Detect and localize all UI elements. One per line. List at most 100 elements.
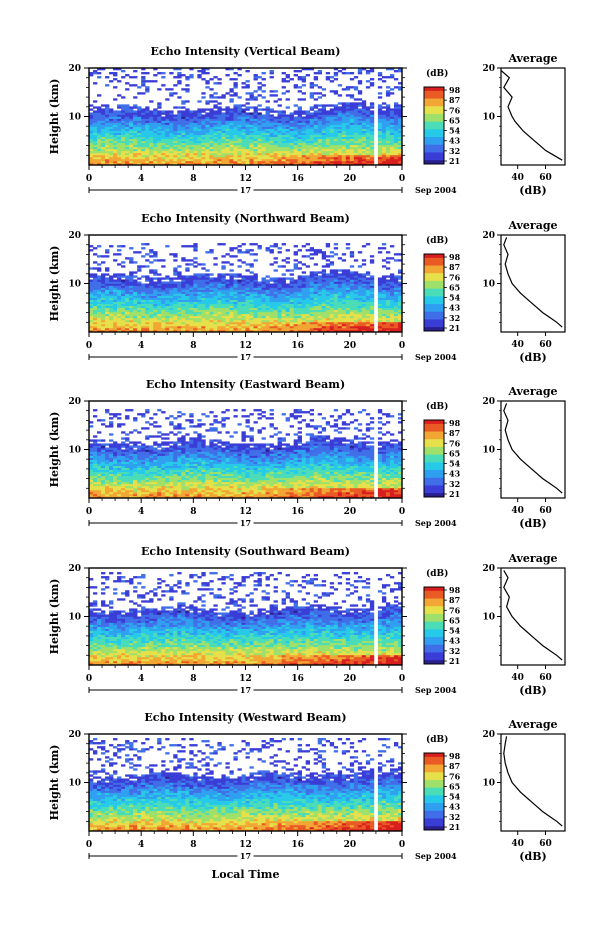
heatmap-cell [249, 319, 254, 323]
heatmap-cell [261, 120, 266, 123]
panel-0: Echo Intensity (Vertical Beam)2010Height… [48, 45, 566, 197]
heatmap-cell [261, 152, 266, 156]
heatmap-cell [149, 126, 154, 129]
heatmap-cell [145, 144, 150, 148]
heatmap-cell [117, 303, 122, 307]
heatmap-cell [205, 301, 210, 305]
heatmap-cell [145, 319, 150, 323]
heatmap-cell [341, 68, 347, 71]
heatmap-cell [105, 321, 110, 325]
heatmap-cell [93, 134, 98, 138]
heatmap-cell [369, 158, 375, 162]
heatmap-cell [145, 265, 150, 268]
heatmap-cell [381, 283, 387, 286]
heatmap-cell [265, 100, 270, 103]
heatmap-cell [233, 297, 238, 300]
heatmap-cell [117, 301, 122, 305]
heatmap-cell [161, 72, 166, 75]
heatmap-cell [177, 120, 182, 123]
heatmap-cell [369, 68, 375, 71]
heatmap-cell [161, 329, 166, 333]
heatmap-cell [365, 124, 371, 127]
heatmap-cell [353, 297, 359, 300]
heatmap-cell [317, 130, 323, 133]
heatmap-cell [169, 285, 174, 288]
heatmap-cell [249, 253, 254, 256]
heatmap-cell [233, 94, 238, 97]
heatmap-cell [385, 327, 391, 331]
heatmap-cell [221, 265, 226, 268]
heatmap-cell [369, 114, 375, 117]
heatmap-cell [245, 293, 250, 296]
heatmap-cell [225, 305, 230, 309]
heatmap-cell [353, 291, 359, 294]
heatmap-cell [137, 122, 142, 125]
heatmap-cell [285, 257, 290, 260]
heatmap-cell [269, 134, 274, 138]
heatmap-cell [313, 291, 319, 294]
heatmap-cell [125, 307, 130, 311]
heatmap-cell [145, 323, 150, 327]
heatmap-cell [317, 313, 323, 317]
heatmap-cell [201, 162, 206, 166]
heatmap-cell [389, 297, 395, 300]
heatmap-cell [377, 120, 383, 123]
heatmap-cell [333, 106, 339, 109]
heatmap-cell [177, 110, 182, 113]
heatmap-cell [165, 245, 170, 248]
heatmap-cell [197, 144, 202, 148]
heatmap-cell [369, 277, 375, 280]
heatmap-cell [169, 303, 174, 307]
heatmap-cell [121, 120, 126, 123]
heatmap-cell [193, 299, 198, 302]
heatmap-cell [305, 291, 310, 294]
heatmap-cell [169, 126, 174, 129]
heatmap-cell [337, 108, 343, 111]
heatmap-cell [245, 80, 250, 83]
heatmap-cell [137, 130, 142, 133]
colorbar-segment [424, 96, 444, 99]
heatmap-cell [193, 126, 198, 129]
heatmap-cell [389, 291, 395, 294]
heatmap-cell [313, 317, 319, 321]
heatmap-cell [253, 148, 258, 152]
heatmap-cell [361, 325, 367, 329]
heatmap-cell [233, 285, 238, 288]
heatmap-cell [257, 112, 262, 115]
heatmap-cell [353, 116, 359, 119]
heatmap-cell [241, 86, 246, 89]
heatmap-cell [277, 124, 282, 127]
heatmap-cell [309, 253, 315, 256]
heatmap-cell [133, 299, 138, 302]
heatmap-cell [137, 106, 142, 109]
heatmap-cell [209, 249, 214, 252]
heatmap-cell [293, 122, 298, 125]
heatmap-cell [285, 134, 290, 138]
heatmap-cell [381, 112, 387, 115]
heatmap-cell [181, 307, 186, 311]
heatmap-cell [377, 148, 383, 152]
heatmap-cell [321, 257, 327, 260]
heatmap-cell [289, 120, 294, 123]
heatmap-cell [257, 154, 262, 158]
heatmap-cell [305, 124, 310, 127]
heatmap-cell [309, 307, 315, 311]
heatmap-cell [333, 247, 339, 250]
heatmap-cell [317, 287, 323, 290]
heatmap-cell [181, 138, 186, 142]
heatmap-cell [325, 134, 331, 138]
heatmap-cell [333, 321, 339, 325]
heatmap-cell [257, 317, 262, 321]
heatmap-cell [105, 301, 110, 305]
heatmap-cell [157, 315, 162, 319]
heatmap-cell [353, 313, 359, 317]
heatmap-cell [377, 128, 383, 131]
heatmap-cell [125, 104, 130, 107]
heatmap-cell [145, 160, 150, 164]
heatmap-cell [269, 156, 274, 160]
heatmap-cell [101, 307, 106, 311]
heatmap-cell [97, 309, 102, 313]
heatmap-cell [93, 281, 98, 284]
colorbar-segment [424, 125, 444, 128]
heatmap-cell [105, 297, 110, 300]
